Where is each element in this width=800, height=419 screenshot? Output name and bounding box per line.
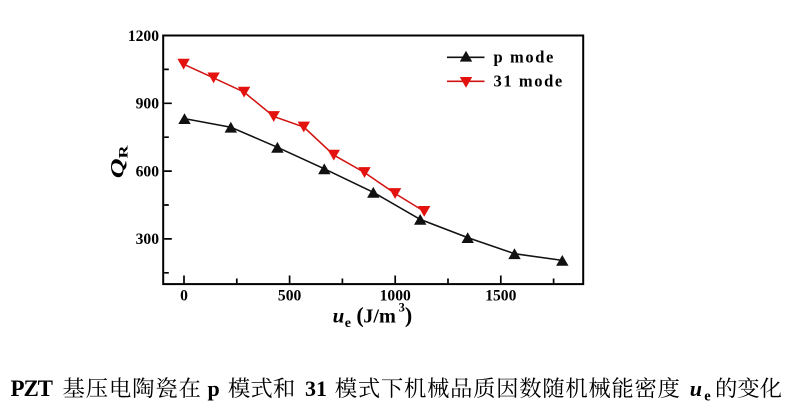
svg-text:600: 600 — [136, 163, 160, 180]
svg-text:e: e — [704, 389, 711, 405]
svg-text:1500: 1500 — [485, 287, 516, 304]
svg-text:u: u — [333, 304, 345, 328]
svg-text:3: 3 — [399, 301, 405, 315]
svg-text:PZT: PZT — [11, 376, 54, 401]
svg-text:31 mode: 31 mode — [494, 72, 564, 91]
svg-text:e: e — [345, 316, 351, 331]
svg-text:1000: 1000 — [380, 287, 411, 304]
svg-text:(: ( — [356, 303, 363, 328]
svg-text:): ) — [405, 303, 412, 328]
svg-text:QR: QR — [108, 144, 131, 178]
svg-text:u: u — [690, 376, 702, 401]
svg-text:p mode: p mode — [494, 48, 555, 67]
svg-text:1200: 1200 — [128, 28, 159, 45]
svg-text:300: 300 — [136, 231, 160, 248]
svg-text:p: p — [208, 376, 220, 401]
svg-text:900: 900 — [136, 96, 160, 113]
svg-text:J/m: J/m — [363, 306, 396, 328]
svg-text:500: 500 — [278, 287, 302, 304]
svg-text:0: 0 — [180, 287, 188, 304]
svg-text:31: 31 — [305, 376, 327, 401]
